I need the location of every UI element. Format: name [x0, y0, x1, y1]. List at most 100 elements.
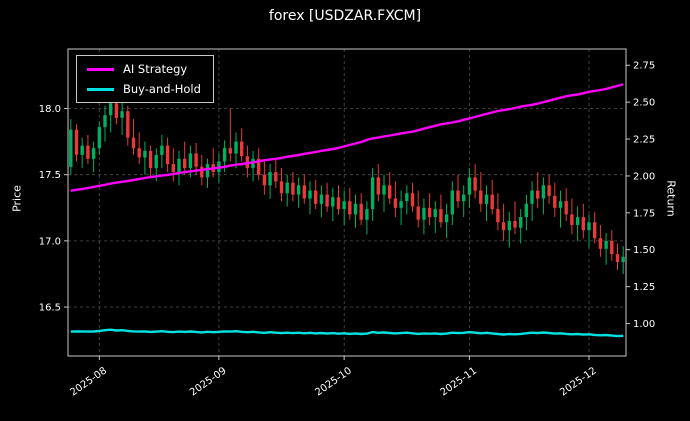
- candle-body: [308, 190, 312, 199]
- candle-body: [519, 217, 523, 228]
- candle-body: [547, 185, 551, 196]
- candle-body: [587, 222, 591, 231]
- price-tick-label: 18.0: [39, 104, 61, 115]
- candle-body: [479, 190, 483, 204]
- return-tick-label: 2.50: [633, 98, 655, 109]
- candle-body: [444, 214, 449, 223]
- candle-body: [610, 240, 614, 255]
- candle-body: [530, 190, 534, 204]
- chart-title: forex [USDZAR.FXCM]: [268, 8, 422, 24]
- candle-body: [103, 115, 107, 128]
- legend-item-ai-strategy: AI Strategy: [87, 62, 201, 76]
- return-tick-label: 2.25: [633, 135, 655, 146]
- candle-body: [291, 182, 295, 195]
- buy-and-hold-line: [70, 328, 624, 338]
- candle-body: [336, 197, 341, 210]
- candle-body: [160, 145, 164, 155]
- legend: AI Strategy Buy-and-Hold: [76, 55, 214, 103]
- candle-body: [114, 103, 119, 118]
- candle-body: [126, 111, 130, 138]
- candle-body: [296, 185, 301, 195]
- candle-body: [370, 177, 375, 210]
- candle-body: [405, 193, 409, 202]
- candle-body: [501, 222, 506, 231]
- candle-body: [165, 145, 170, 165]
- candle-body: [194, 153, 198, 167]
- candle-body: [97, 127, 101, 149]
- legend-label-buy-and-hold: Buy-and-Hold: [123, 82, 201, 96]
- candle-body: [137, 148, 141, 158]
- candle-body: [268, 172, 272, 186]
- candle-body: [171, 164, 175, 172]
- candle-body: [188, 153, 193, 169]
- candle-body: [257, 158, 261, 175]
- candle-body: [422, 207, 426, 220]
- candle-body: [200, 166, 204, 178]
- candle-body: [388, 185, 392, 199]
- candle-body: [183, 158, 187, 169]
- candle-body: [553, 195, 557, 208]
- candle-body: [570, 214, 574, 225]
- candle-body: [74, 129, 79, 155]
- candle-body: [80, 145, 84, 155]
- candle-body: [342, 201, 346, 210]
- candle-body: [177, 158, 181, 172]
- candle-body: [234, 141, 238, 154]
- candle-body: [69, 129, 73, 167]
- candle-body: [285, 182, 289, 194]
- candle-body: [262, 174, 267, 186]
- candle-body: [154, 154, 158, 169]
- candle-body: [91, 148, 96, 159]
- candle-body: [558, 201, 563, 208]
- candle-body: [581, 217, 585, 231]
- candle-body: [450, 190, 454, 215]
- candle-body: [376, 177, 380, 195]
- candle-body: [279, 181, 284, 194]
- candle-body: [513, 221, 517, 228]
- plot-border: [67, 48, 627, 357]
- candle-body: [615, 254, 620, 262]
- candle-body: [148, 150, 153, 169]
- candle-body: [393, 198, 398, 208]
- candle-body: [433, 209, 437, 217]
- candle-body: [416, 206, 420, 220]
- candle-body: [456, 190, 460, 202]
- strategy-lines: [70, 83, 624, 338]
- return-tick-label: 1.50: [633, 245, 655, 256]
- candle-body: [410, 193, 415, 207]
- candle-body: [575, 217, 580, 225]
- return-tick-label: 2.00: [633, 171, 655, 182]
- candle-body: [348, 201, 352, 215]
- candle-body: [365, 209, 369, 220]
- candle-body: [353, 203, 358, 215]
- price-tick-label: 17.5: [39, 170, 61, 181]
- candle-body: [325, 194, 329, 207]
- candle-body: [621, 256, 625, 263]
- candle-body: [439, 209, 443, 223]
- candle-body: [228, 148, 232, 154]
- candle-body: [131, 137, 136, 149]
- candle-body: [473, 177, 477, 191]
- return-tick-label: 1.75: [633, 208, 655, 219]
- return-axis-label: Return: [664, 180, 678, 217]
- candle-body: [382, 185, 386, 195]
- price-tick-label: 17.0: [39, 236, 61, 247]
- candle-body: [240, 141, 244, 157]
- price-tick-label: 16.5: [39, 303, 61, 314]
- candle-body: [109, 103, 113, 116]
- ai-strategy-line: [70, 83, 624, 192]
- candle-body: [462, 194, 466, 202]
- candle-body: [524, 203, 528, 217]
- candle-body: [205, 164, 210, 178]
- ai-strategy-line-swatch: [87, 67, 114, 71]
- candle-body: [536, 190, 540, 199]
- candle-body: [593, 222, 597, 239]
- candle-body: [222, 148, 227, 162]
- candle-body: [331, 197, 335, 207]
- candle-body: [604, 240, 608, 249]
- legend-item-buy-and-hold: Buy-and-Hold: [87, 82, 201, 96]
- candle-body: [490, 194, 494, 210]
- candle-body: [399, 201, 403, 208]
- candle-body: [564, 201, 568, 215]
